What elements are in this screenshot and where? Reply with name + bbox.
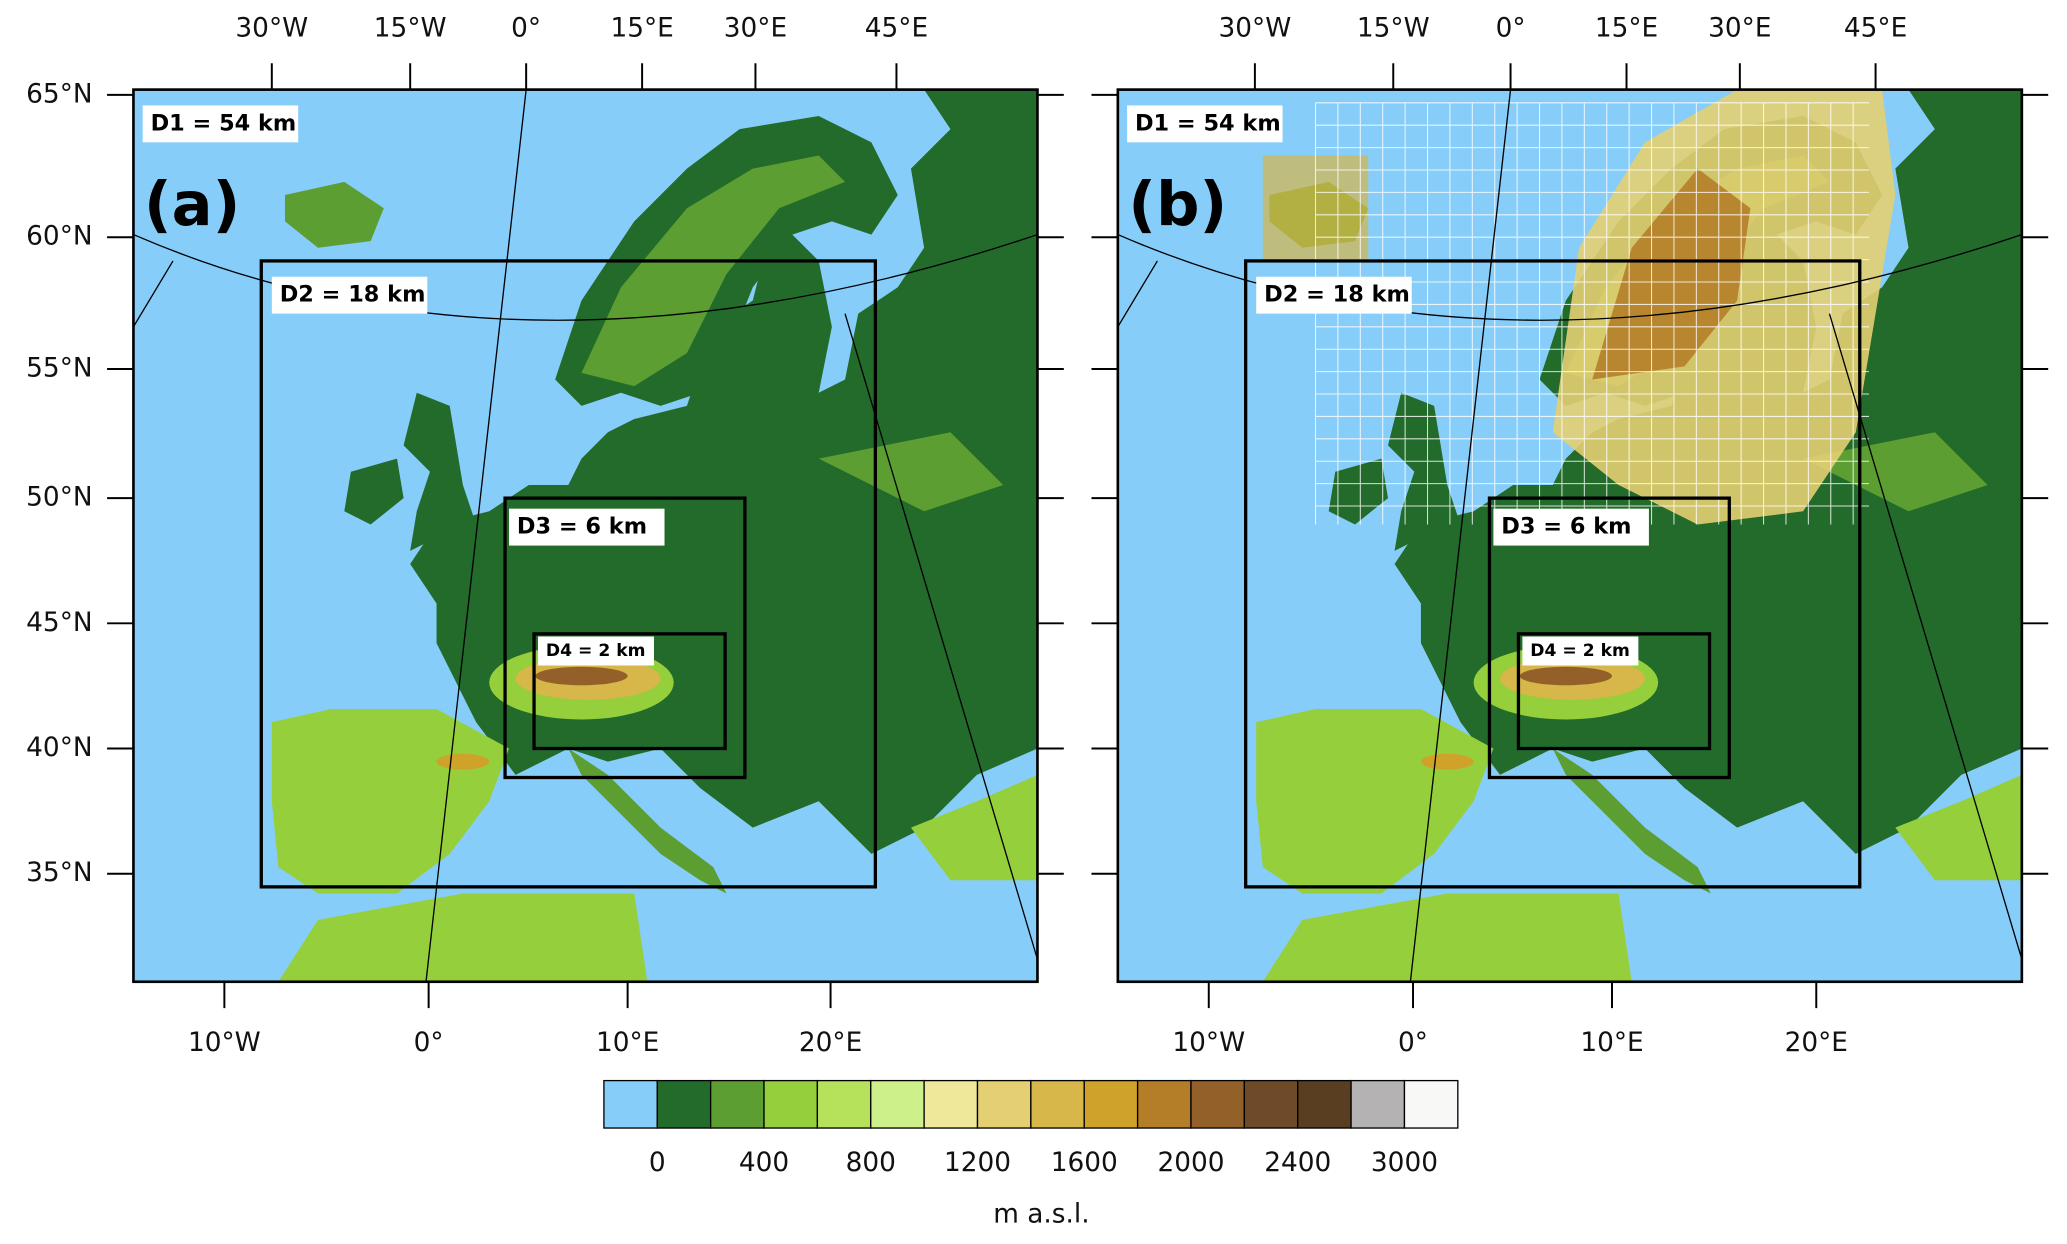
domain-label: D1 = 54 km	[151, 110, 297, 136]
colorbar-swatch	[709, 1079, 765, 1129]
domain-label-bg	[509, 508, 665, 546]
colorbar-label: 800	[846, 1148, 896, 1178]
colorbar-swatch	[816, 1079, 872, 1129]
domain-label-bg	[1127, 105, 1283, 143]
bottom-axis-label: 10°W	[1172, 1028, 1245, 1058]
top-axis-label: 15°E	[610, 13, 673, 43]
domain-label-bg	[1256, 276, 1412, 314]
colorbar-label: 3000	[1371, 1148, 1438, 1178]
domain-label: D4 = 2 km	[1530, 641, 1630, 661]
domain-label: D3 = 6 km	[517, 514, 647, 540]
left-axis-label: 65°N	[26, 79, 92, 109]
colorbar-swatch	[1030, 1079, 1085, 1129]
bottom-axis-label: 20°E	[799, 1028, 862, 1058]
domain-label: D2 = 18 km	[280, 282, 426, 308]
top-axis-label: 30°E	[1708, 13, 1771, 43]
domain-label-bg	[1493, 508, 1649, 546]
colorbar-swatch	[976, 1079, 1032, 1129]
domain-label: D3 = 6 km	[1501, 514, 1631, 540]
colorbar-label: 2000	[1157, 1148, 1224, 1178]
left-axis-label: 55°N	[26, 353, 92, 383]
bottom-axis-label: 20°E	[1785, 1028, 1848, 1058]
colorbar-swatch	[1136, 1079, 1192, 1129]
left-axis-label: 35°N	[26, 858, 92, 888]
colorbar-swatch	[870, 1079, 925, 1129]
domain-box	[1487, 496, 1731, 780]
domain-box	[1516, 632, 1712, 751]
domain-label-bg	[142, 105, 299, 143]
colorbar-swatch	[1083, 1079, 1139, 1129]
panel-frame	[132, 88, 1039, 984]
colorbar-label: 2400	[1264, 1148, 1331, 1178]
top-axis-label: 30°E	[724, 13, 787, 43]
domain-label-bg	[271, 276, 428, 314]
bottom-axis-label: 10°E	[1580, 1028, 1643, 1058]
top-axis-label: 45°E	[1844, 13, 1907, 43]
bottom-axis-label: 10°E	[596, 1028, 659, 1058]
domain-box	[259, 259, 878, 889]
colorbar-swatch	[1243, 1079, 1299, 1129]
colorbar-unit: m a.s.l.	[993, 1200, 1089, 1230]
left-axis-label: 60°N	[26, 222, 92, 252]
colorbar-swatch	[763, 1079, 819, 1129]
colorbar-swatch	[603, 1079, 658, 1129]
domain-label: D4 = 2 km	[546, 641, 646, 661]
left-axis-label: 50°N	[26, 483, 92, 513]
colorbar-swatch	[923, 1079, 979, 1129]
left-axis-label: 40°N	[26, 733, 92, 763]
bottom-axis-label: 10°W	[188, 1028, 261, 1058]
map-panel: D1 = 54 km D2 = 18 km D3 = 6 km D4 = 2 km (b…	[1116, 88, 2024, 984]
colorbar-label: 1600	[1051, 1148, 1118, 1178]
colorbar-swatch	[1190, 1079, 1246, 1129]
domain-label-bg	[538, 636, 654, 666]
left-axis-label: 45°N	[26, 608, 92, 638]
colorbar-label: 0	[649, 1148, 666, 1178]
bottom-axis-label: 0°	[414, 1028, 444, 1058]
domain-box	[503, 496, 747, 780]
top-axis-label: 45°E	[865, 13, 928, 43]
top-axis-label: 15°E	[1595, 13, 1658, 43]
top-axis-label: 0°	[1496, 13, 1526, 43]
top-axis-label: 30°W	[1219, 13, 1292, 43]
panel-label: (a)	[144, 170, 240, 240]
colorbar-swatch	[1297, 1079, 1352, 1129]
domain-label: D2 = 18 km	[1264, 282, 1410, 308]
colorbar-swatch	[656, 1079, 712, 1129]
top-axis-label: 30°W	[235, 13, 308, 43]
colorbar-label: 400	[739, 1148, 789, 1178]
domain-box	[532, 632, 727, 751]
top-axis-label: 0°	[511, 13, 541, 43]
domain-box	[1244, 259, 1862, 889]
domain-label-bg	[1522, 636, 1639, 666]
colorbar-swatch	[1350, 1079, 1406, 1129]
map-panel: D1 = 54 km D2 = 18 km D3 = 6 km D4 = 2 km (a…	[132, 88, 1039, 984]
top-axis-label: 15°W	[1357, 13, 1430, 43]
top-axis-label: 15°W	[374, 13, 447, 43]
domain-label: D1 = 54 km	[1135, 110, 1281, 136]
bottom-axis-label: 0°	[1398, 1028, 1428, 1058]
colorbar-swatch	[1403, 1079, 1459, 1129]
panel-label: (b)	[1128, 170, 1227, 240]
colorbar-label: 1200	[944, 1148, 1011, 1178]
panel-frame	[1116, 88, 2024, 984]
